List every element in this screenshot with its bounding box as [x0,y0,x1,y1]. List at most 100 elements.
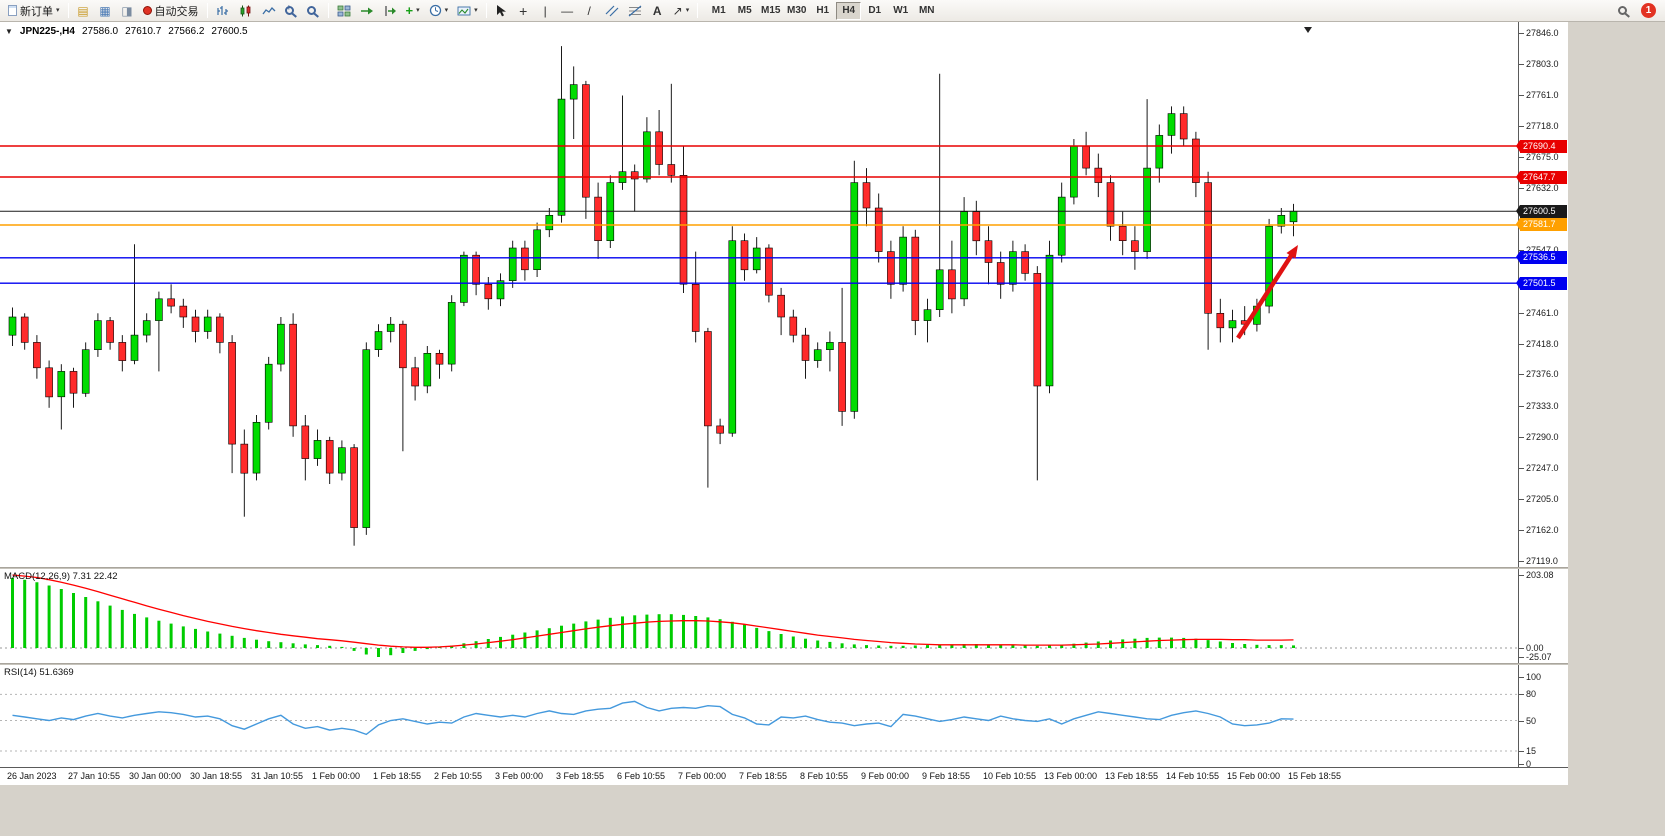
data-window-button[interactable]: ▦ [95,1,116,20]
timeframe-w1[interactable]: W1 [893,5,909,16]
search-button[interactable] [1614,1,1635,20]
macd-scale-tick: -25.07 [1519,652,1552,662]
macd-label: MACD(12,26,9) 7.31 22.42 [4,571,118,582]
chart-window: ▼ JPN225-,H4 27586.0 27610.7 27566.2 276… [0,22,1568,785]
panel-divider[interactable] [0,663,1568,665]
new-order-label: 新订单 [20,5,53,18]
line-chart-icon [261,6,275,14]
cursor-tool-button[interactable] [491,1,512,20]
horizontal-line-icon: — [561,3,574,18]
annotation-arrow-head [1286,245,1298,259]
price-tick: 27718.0 [1519,120,1559,131]
clock-icon [429,4,441,17]
channel-icon [605,5,619,16]
indicators-button[interactable]: + ▾ [402,1,424,20]
price-tick: 27162.0 [1519,524,1559,535]
toolbar-separator [206,3,208,18]
price-tick: 27761.0 [1519,89,1559,100]
price-tick: 27675.0 [1519,152,1559,163]
zoom-in-button[interactable]: + [281,1,302,20]
zoom-out-button[interactable]: − [303,1,324,20]
timeframe-m1[interactable]: M1 [711,5,726,16]
auto-scroll-button[interactable] [356,1,378,20]
auto-trading-button[interactable]: 自动交易 [139,1,203,20]
time-label: 9 Feb 00:00 [861,771,910,781]
text-tool-button[interactable]: A [647,1,668,20]
navigator-button[interactable]: ◨ [117,1,138,20]
chart-shift-icon [384,5,396,16]
toolbar-separator [485,3,487,18]
timeframe-m5[interactable]: M5 [737,5,752,16]
channel-tool-button[interactable] [601,1,623,20]
new-order-button[interactable]: 新订单 ▾ [4,1,64,20]
time-axis[interactable]: 26 Jan 2023 27 Jan 10:55 30 Jan 00:00 30 Ja… [0,767,1568,785]
price-tick: 27632.0 [1519,183,1559,194]
chevron-down-icon: ▾ [474,7,478,14]
candlestick-chart-button[interactable] [235,1,257,20]
vertical-line-tool-button[interactable]: | [535,1,556,20]
time-label: 14 Feb 10:55 [1166,771,1220,781]
macd-canvas[interactable] [0,569,1518,663]
timeframe-h1[interactable]: H1 [816,5,830,16]
timeframe-mn[interactable]: MN [918,5,935,16]
auto-scroll-icon [360,7,373,14]
ohlc-close: 27600.5 [211,26,248,37]
market-watch-button[interactable]: ▤ [73,1,94,20]
fibonacci-tool-button[interactable] [624,1,646,20]
price-tick: 27247.0 [1519,463,1559,474]
time-label: 31 Jan 10:55 [251,771,304,781]
panel-divider[interactable] [0,567,1568,569]
notification-badge[interactable]: 1 [1641,3,1656,18]
tile-windows-icon [337,5,350,16]
fibonacci-icon [628,5,642,16]
time-label: 27 Jan 10:55 [68,771,121,781]
trendline-tool-button[interactable]: / [579,1,600,20]
macd-scale-tick: 0.00 [1519,643,1544,653]
price-tick: 27376.0 [1519,369,1559,380]
toolbar-separator [67,3,69,18]
workspace-background [1568,22,1665,836]
time-label: 6 Feb 10:55 [617,771,666,781]
chart-header: ▼ JPN225-,H4 27586.0 27610.7 27566.2 276… [5,26,248,37]
timeframe-h4[interactable]: H4 [836,1,862,20]
templates-button[interactable]: ▾ [453,1,482,20]
price-tick: 27119.0 [1519,556,1558,566]
chart-shift-button[interactable] [379,1,401,20]
price-level-badge: 27600.5 [1516,204,1567,218]
text-icon: A [652,3,662,18]
line-chart-button[interactable] [258,1,280,20]
workspace-background [0,785,1568,836]
horizontal-line-tool-button[interactable]: — [557,1,578,20]
chart-shift-marker[interactable] [1304,27,1312,33]
toolbar-separator [327,3,329,18]
crosshair-icon: + [519,2,528,19]
time-label: 1 Feb 18:55 [373,771,422,781]
tile-windows-button[interactable] [333,1,355,20]
rsi-canvas[interactable] [0,665,1518,767]
time-label: 9 Feb 18:55 [922,771,971,781]
arrows-tool-button[interactable]: ↗ ▾ [669,1,694,20]
candles-layer [8,46,1298,546]
timeframe-d1[interactable]: D1 [868,5,882,16]
time-label: 10 Feb 10:55 [983,771,1037,781]
timeframe-m15[interactable]: M15 [761,5,781,16]
price-axis[interactable]: 27846.0 27803.0 27761.0 27718.0 27675.0 27632… [1516,22,1568,769]
price-chart-canvas[interactable] [0,22,1518,567]
ohlc-open: 27586.0 [81,26,119,37]
zoom-out-icon: − [306,4,316,15]
rsi-scale-tick: 100 [1518,672,1542,682]
one-click-trading-toggle[interactable]: ▼ [5,27,13,36]
periods-button[interactable]: ▾ [425,1,453,20]
timeframe-group: M1 M5 M15 M30 H1 H4 D1 W1 MN [706,1,939,20]
crosshair-tool-button[interactable]: + [513,1,534,20]
vertical-line-icon: | [543,3,547,18]
rsi-scale-tick: 15 [1518,745,1537,756]
arrow-tool-icon: ↗ [672,3,683,18]
chevron-down-icon: ▾ [56,7,60,14]
timeframe-m30[interactable]: M30 [787,5,807,16]
price-tick: 27205.0 [1519,493,1559,504]
price-level-badge: 27647.7 [1516,170,1567,184]
new-order-icon [8,5,17,16]
bar-chart-button[interactable] [212,1,234,20]
annotation-arrow[interactable] [1236,250,1296,340]
